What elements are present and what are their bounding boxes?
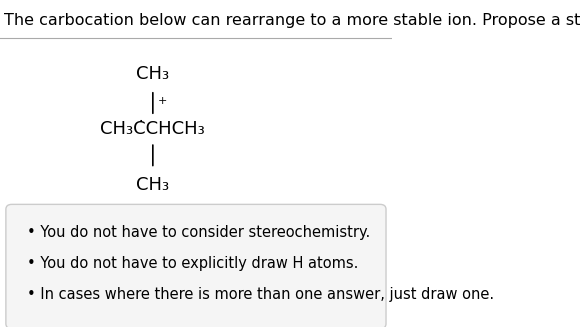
Text: CH₃: CH₃ xyxy=(137,176,170,194)
Text: CH₃ĊCHCH₃: CH₃ĊCHCH₃ xyxy=(101,120,205,138)
FancyBboxPatch shape xyxy=(6,204,386,327)
Text: • You do not have to explicitly draw H atoms.: • You do not have to explicitly draw H a… xyxy=(27,256,359,271)
Text: • In cases where there is more than one answer, just draw one.: • In cases where there is more than one … xyxy=(27,287,494,302)
Text: The carbocation below can rearrange to a more stable ion. Propose a structure: The carbocation below can rearrange to a… xyxy=(4,13,581,28)
Text: • You do not have to consider stereochemistry.: • You do not have to consider stereochem… xyxy=(27,225,371,240)
Text: +: + xyxy=(158,96,167,106)
Text: CH₃: CH₃ xyxy=(137,64,170,83)
